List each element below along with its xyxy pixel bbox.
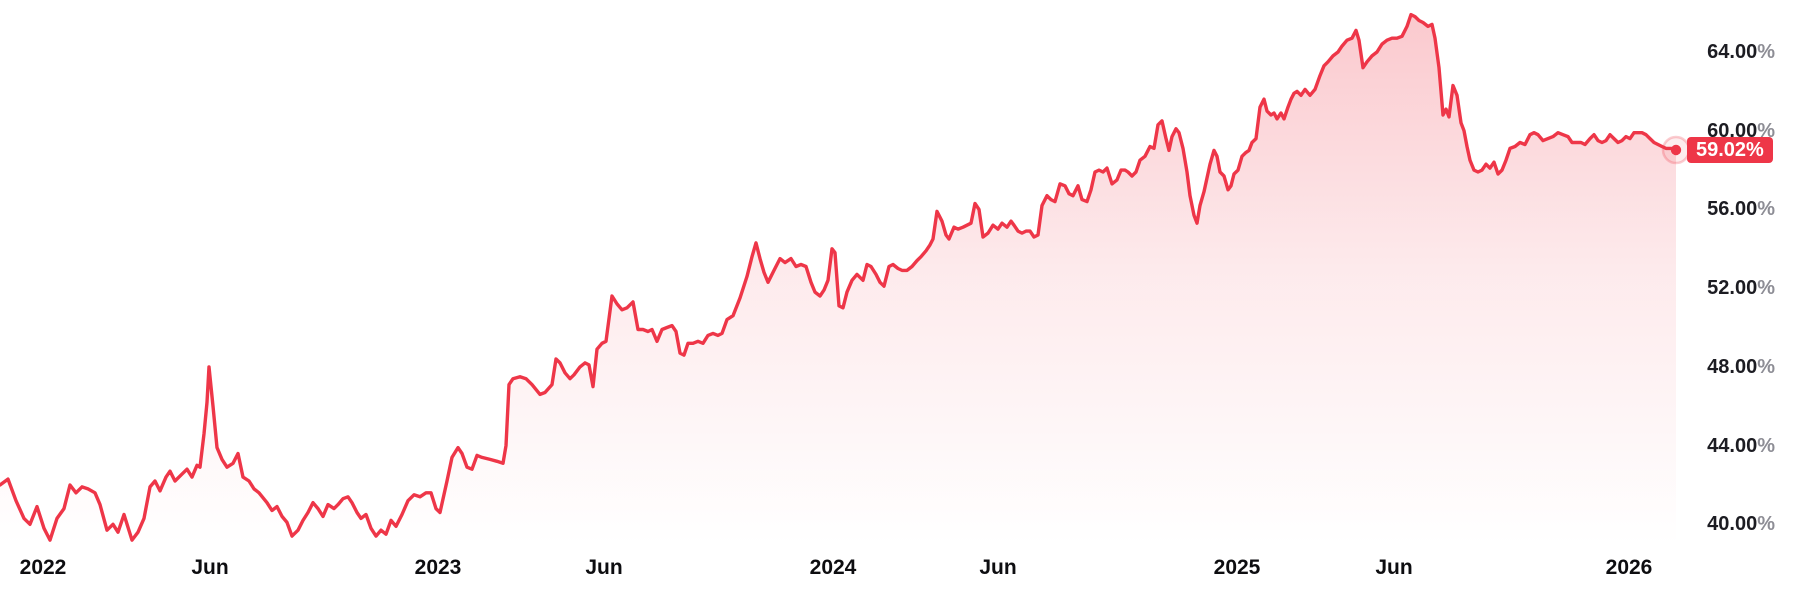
y-tick-percent-sign: % [1757, 198, 1775, 220]
x-tick-label: Jun [191, 556, 229, 579]
y-tick-value: 64.00 [1707, 41, 1758, 63]
y-tick-percent-sign: % [1757, 120, 1775, 142]
y-tick-label: 60.00% [1707, 119, 1775, 143]
x-tick-label: Jun [1375, 556, 1413, 579]
y-tick-label: 44.00% [1707, 434, 1775, 458]
y-tick-value: 52.00 [1707, 277, 1758, 299]
area-fill [0, 14, 1676, 546]
y-tick-value: 60.00 [1707, 120, 1758, 142]
x-tick-label: 2026 [1605, 556, 1653, 579]
x-tick-label: Jun [585, 556, 623, 579]
y-tick-percent-sign: % [1757, 513, 1775, 535]
y-tick-label: 40.00% [1707, 512, 1775, 536]
y-tick-percent-sign: % [1757, 356, 1775, 378]
x-tick-label: Jun [979, 556, 1017, 579]
x-tick-label: 2022 [19, 556, 67, 579]
y-tick-percent-sign: % [1757, 277, 1775, 299]
y-tick-label: 52.00% [1707, 276, 1775, 300]
y-tick-percent-sign: % [1757, 435, 1775, 457]
y-tick-value: 44.00 [1707, 435, 1758, 457]
last-point-marker [1670, 144, 1682, 156]
price-line [0, 12, 1678, 542]
x-tick-label: 2024 [809, 556, 857, 579]
y-tick-label: 48.00% [1707, 355, 1775, 379]
x-tick-label: 2025 [1213, 556, 1261, 579]
x-tick-label: 2023 [414, 556, 462, 579]
y-tick-value: 40.00 [1707, 513, 1758, 535]
y-tick-value: 56.00 [1707, 198, 1758, 220]
y-tick-label: 56.00% [1707, 197, 1775, 221]
last-value-badge[interactable]: 59.02% [1687, 137, 1773, 163]
y-tick-value: 48.00 [1707, 356, 1758, 378]
y-tick-label: 64.00% [1707, 40, 1775, 64]
y-tick-percent-sign: % [1757, 41, 1775, 63]
